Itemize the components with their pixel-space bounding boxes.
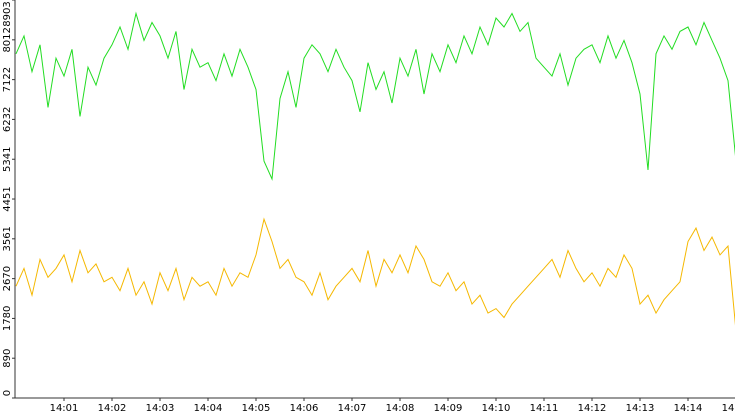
y-tick-label: 4451 [2,186,13,211]
y-tick-label: 5341 [2,147,13,172]
x-tick-label: 14:03 [146,403,175,414]
x-tick-label: 14:10 [482,403,511,414]
y-tick-label: 3561 [2,226,13,251]
x-tick-label: 14:13 [626,403,655,414]
x-tick-label: 14:14 [674,403,703,414]
x-tick-label: 14:12 [578,403,607,414]
y-tick-label: 2670 [2,266,13,291]
y-tick-label: 7122 [2,67,13,92]
series-line [15,11,735,181]
y-tick-label: 6232 [2,107,13,132]
y-tick-label: 8012 [2,27,13,52]
x-tick-label: 14:01 [50,403,79,414]
y-tick-label: 8903 [2,1,13,26]
x-tick-label: 14:06 [290,403,319,414]
x-tick-label: 14:05 [242,403,271,414]
series-line [15,217,735,326]
x-tick-label: 14:07 [338,403,367,414]
x-tick-label: 14:15 [722,403,735,414]
y-tick-label: 890 [2,349,13,368]
x-tick-label: 14:11 [530,403,559,414]
x-tick-label: 14:09 [434,403,463,414]
y-tick-label: 1780 [2,306,13,331]
x-tick-label: 14:02 [98,403,127,414]
x-tick-label: 14:08 [386,403,415,414]
x-tick-label: 14:04 [194,403,223,414]
y-tick-label: 0 [2,390,13,396]
